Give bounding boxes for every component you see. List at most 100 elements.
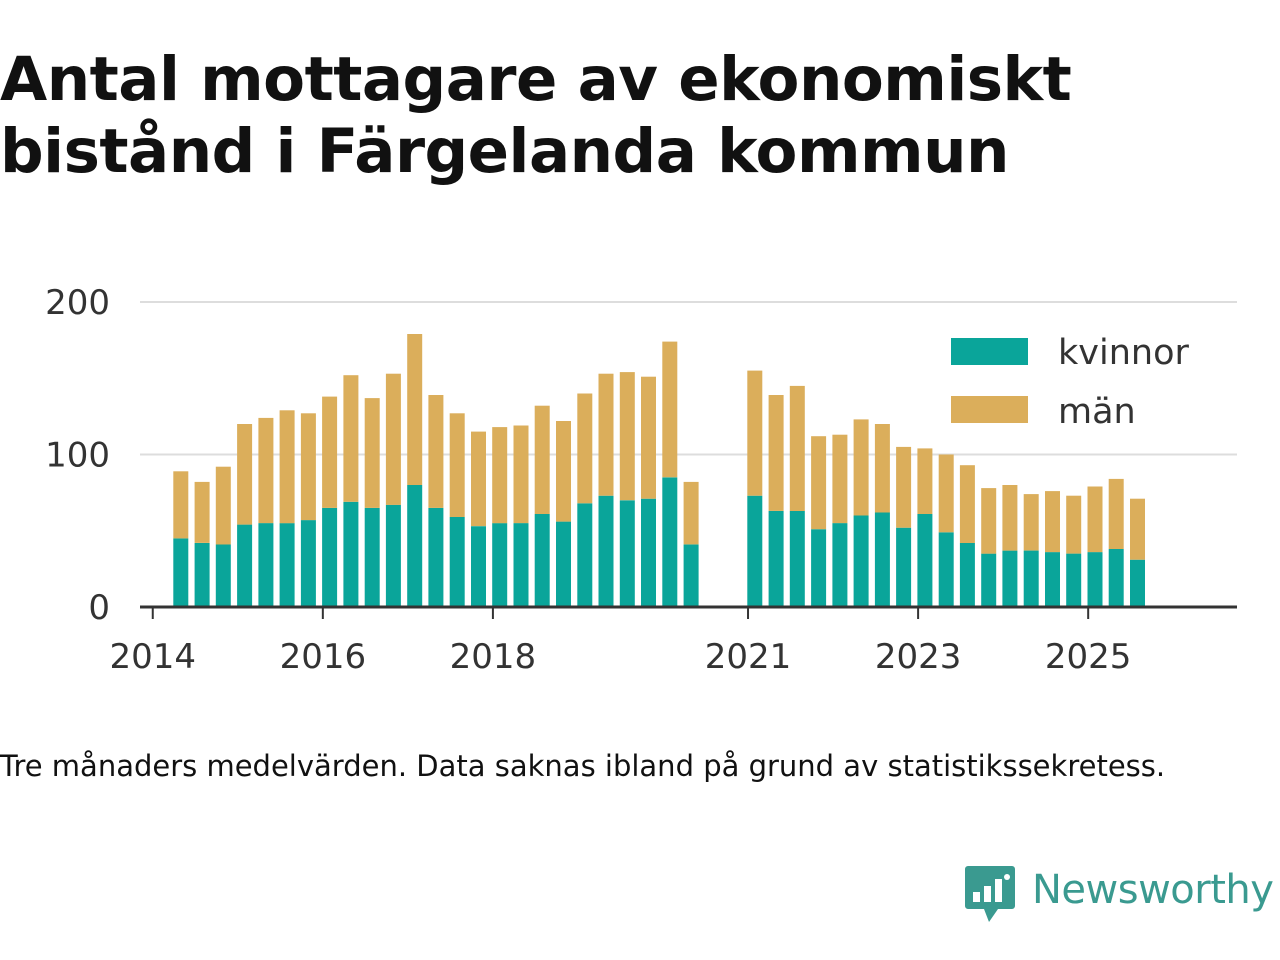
bar-man <box>662 341 678 478</box>
bar-man <box>407 334 423 485</box>
bar-kvinnor <box>981 553 997 607</box>
bar-man <box>300 413 316 521</box>
bar-man <box>513 425 529 524</box>
bar-kvinnor <box>917 514 933 607</box>
bar-man <box>237 424 253 525</box>
bar-kvinnor <box>194 543 210 607</box>
chart-caption: Tre månaders medelvärden. Data saknas ib… <box>0 749 1166 783</box>
bar-man <box>258 417 274 524</box>
bar-kvinnor <box>428 507 444 607</box>
bar-kvinnor <box>407 485 423 607</box>
bar-man <box>1066 495 1082 554</box>
bar-man <box>428 395 444 508</box>
bar-kvinnor <box>385 504 401 607</box>
bar-man <box>874 424 890 513</box>
bar-man <box>1002 485 1018 551</box>
chart-svg: 0 100 200 2014 2016 2018 2021 2023 2025 kvinnor… <box>45 283 1237 677</box>
bar-man <box>853 419 869 516</box>
x-tick-label: 2014 <box>109 637 196 677</box>
bar-man <box>981 488 997 554</box>
bar-man <box>896 446 912 528</box>
bar-kvinnor <box>811 529 827 607</box>
bar-man <box>683 481 699 545</box>
bar-kvinnor <box>1045 552 1060 607</box>
bar-kvinnor <box>662 477 678 607</box>
bar-man <box>173 471 189 539</box>
bar-kvinnor <box>577 503 593 607</box>
y-tick-label: 100 <box>45 436 110 476</box>
bar-kvinnor <box>874 512 890 607</box>
bar-kvinnor <box>534 514 550 607</box>
bar-kvinnor <box>258 523 274 607</box>
chart-title: Antal mottagare av ekonomiskt bistånd i … <box>0 44 1072 187</box>
bar-man <box>322 396 338 508</box>
newsworthy-logo-icon <box>965 866 1015 922</box>
bar-kvinnor <box>322 507 338 607</box>
bar-kvinnor <box>747 495 763 607</box>
x-tick-label: 2025 <box>1045 637 1132 677</box>
bar-kvinnor <box>1002 550 1018 607</box>
bar-kvinnor <box>556 521 571 607</box>
bar-man <box>1108 478 1124 549</box>
bar-kvinnor <box>1087 552 1103 607</box>
bar-man <box>811 436 827 530</box>
legend-swatch-kvinnor <box>951 338 1028 365</box>
bar-man <box>789 385 805 511</box>
legend: kvinnor män <box>951 333 1189 432</box>
bar-man <box>279 410 295 524</box>
bar-man <box>1023 494 1039 551</box>
bar-man <box>641 376 656 499</box>
bar-man <box>343 375 359 502</box>
bar-man <box>449 413 465 517</box>
bar-man <box>492 427 508 524</box>
bar-man <box>1045 491 1060 553</box>
x-tick-label: 2021 <box>705 637 792 677</box>
bar-man <box>619 372 635 501</box>
brand-logo: Newsworthy <box>964 864 1274 926</box>
brand-name: Newsworthy <box>1032 867 1274 913</box>
y-tick-label: 200 <box>45 283 110 323</box>
bar-man <box>1130 498 1145 560</box>
x-tick-label: 2018 <box>450 637 537 677</box>
x-tick-label: 2016 <box>280 637 367 677</box>
bar-kvinnor <box>1130 559 1145 607</box>
bar-man <box>598 373 614 496</box>
bar-kvinnor <box>1108 549 1124 607</box>
bar-man <box>959 465 975 543</box>
bar-kvinnor <box>853 515 869 607</box>
y-tick-label: 0 <box>88 588 110 628</box>
bar-man <box>1087 486 1103 553</box>
x-tick-label: 2023 <box>875 637 962 677</box>
bar-man <box>556 421 571 522</box>
bar-kvinnor <box>343 501 359 607</box>
bar-kvinnor <box>768 510 784 607</box>
bar-kvinnor <box>364 507 380 607</box>
bar-kvinnor <box>449 517 465 607</box>
bar-kvinnor <box>279 523 295 607</box>
bar-man <box>215 466 231 545</box>
bar-man <box>471 431 486 527</box>
bar-kvinnor <box>1023 550 1039 607</box>
bar-kvinnor <box>598 495 614 607</box>
legend-label-man: män <box>1058 392 1136 432</box>
bar-kvinnor <box>237 524 253 607</box>
bar-kvinnor <box>641 498 656 607</box>
bar-man <box>534 405 550 514</box>
legend-label-kvinnor: kvinnor <box>1058 333 1189 373</box>
bar-kvinnor <box>1066 553 1082 607</box>
y-tick-labels: 0 100 200 <box>45 283 110 628</box>
bar-kvinnor <box>619 500 635 608</box>
bar-kvinnor <box>959 543 975 607</box>
bar-kvinnor <box>832 523 848 607</box>
bar-man <box>832 434 848 524</box>
bar-kvinnor <box>938 532 954 607</box>
bar-man <box>747 370 763 496</box>
bar-man <box>364 398 380 508</box>
bar-kvinnor <box>789 510 805 607</box>
bar-man <box>917 448 933 514</box>
bar-kvinnor <box>471 526 486 607</box>
bar-man <box>385 373 401 505</box>
bar-man <box>577 393 593 504</box>
bar-kvinnor <box>215 544 231 607</box>
legend-swatch-man <box>951 396 1028 423</box>
